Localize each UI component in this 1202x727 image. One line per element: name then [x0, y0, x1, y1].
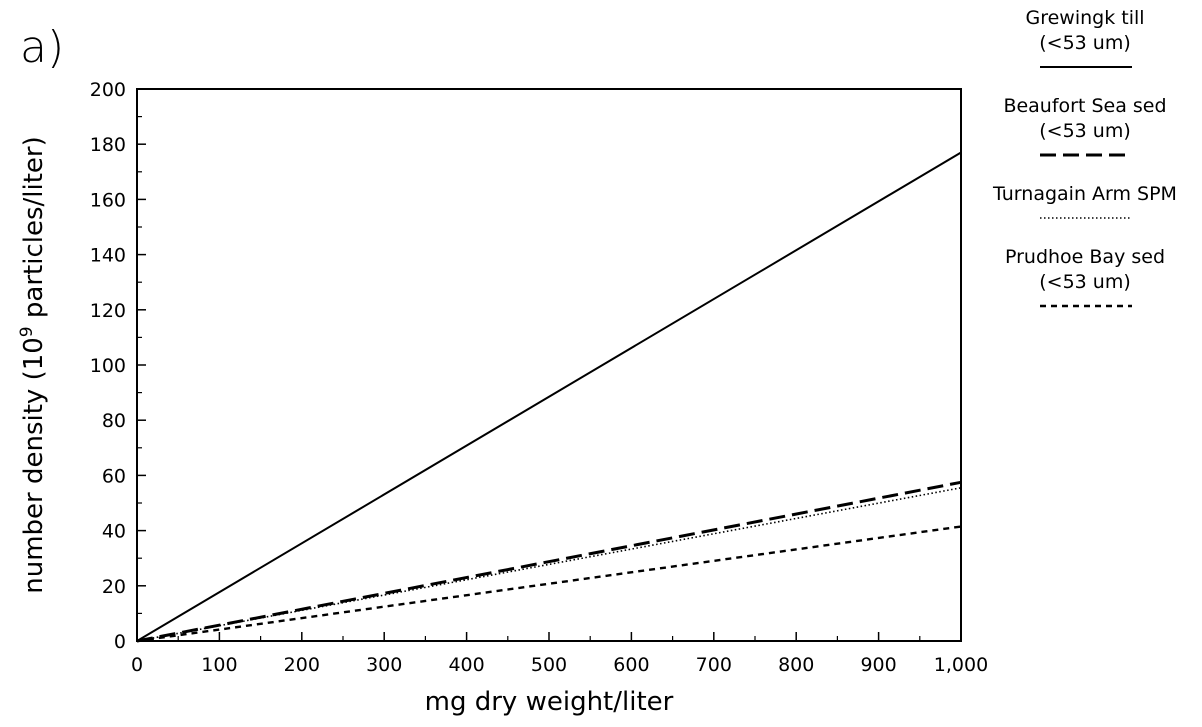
x-tick-label: 100 — [201, 654, 237, 676]
series-layer — [136, 151, 962, 643]
x-axis: 0 100 200 300 400 500 600 700 800 900 1,000 — [131, 632, 988, 676]
y-tick-label: 80 — [102, 410, 126, 432]
y-tick-label: 160 — [90, 189, 126, 211]
plot-frame — [136, 88, 962, 642]
y-axis-title-prefix: number density (10 — [19, 337, 49, 594]
legend-label-1: Grewingk till (<53 um) — [1025, 7, 1144, 54]
y-axis-title-superscript: 9 — [17, 326, 37, 337]
x-tick-label: 0 — [131, 654, 143, 676]
x-axis-title: mg dry weight/liter — [425, 687, 674, 717]
series-line-2 — [136, 480, 962, 643]
y-axis: 0 20 40 60 80 100 120 140 160 180 200 — [90, 79, 146, 653]
legend-label-4: Prudhoe Bay sed (<53 um) — [1005, 246, 1165, 293]
x-tick-label: 1,000 — [934, 654, 988, 676]
series-line-1 — [136, 151, 962, 642]
legend-label-3: Turnagain Arm SPM — [992, 183, 1177, 205]
y-tick-label: 100 — [90, 355, 126, 377]
y-tick-label: 20 — [102, 576, 126, 598]
y-tick-label: 180 — [90, 134, 126, 156]
series-line-4 — [136, 525, 962, 643]
y-tick-label: 60 — [102, 465, 126, 487]
legend-label-2: Beaufort Sea sed (<53 um) — [1003, 95, 1166, 142]
x-tick-label: 800 — [778, 654, 814, 676]
y-tick-label: 40 — [102, 521, 126, 543]
y-tick-label: 200 — [90, 79, 126, 101]
panel-label: a) — [20, 22, 64, 73]
x-tick-label: 500 — [531, 654, 567, 676]
y-axis-title: number density (109 particles/liter) — [17, 136, 49, 594]
x-tick-label: 200 — [284, 654, 320, 676]
y-tick-label: 120 — [90, 300, 126, 322]
y-axis-title-suffix: particles/liter) — [19, 136, 49, 326]
y-tick-label: 0 — [114, 631, 126, 653]
legend: Grewingk till (<53 um) Beaufort Sea sed (<5… — [992, 7, 1177, 308]
x-tick-label: 900 — [860, 654, 896, 676]
x-tick-label: 600 — [613, 654, 649, 676]
x-tick-label: 300 — [366, 654, 402, 676]
x-tick-label: 700 — [696, 654, 732, 676]
x-tick-label: 400 — [448, 654, 484, 676]
y-tick-label: 140 — [90, 245, 126, 267]
